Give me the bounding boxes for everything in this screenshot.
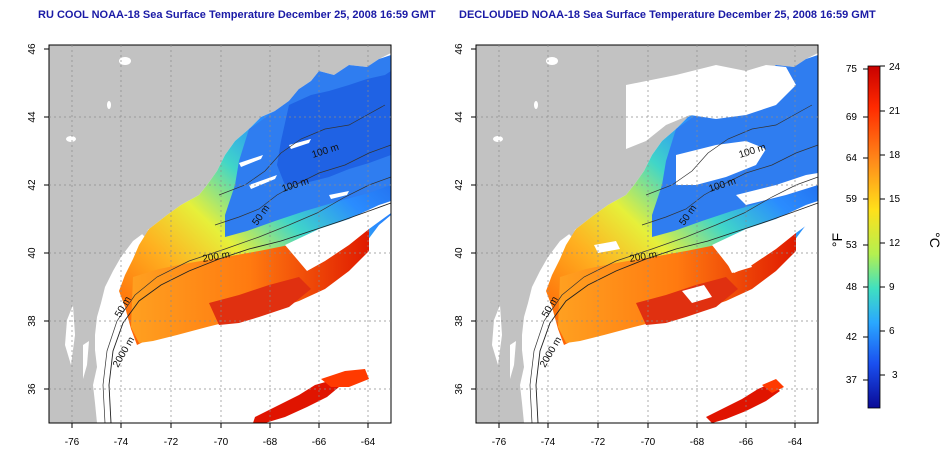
celsius-tick: 15 [889, 194, 901, 205]
fahrenheit-tick: 75 [846, 64, 858, 75]
celsius-tick: 3 [892, 370, 898, 381]
x-tick-label: -68 [690, 437, 705, 448]
fahrenheit-tick: 59 [846, 194, 858, 205]
sst-map-right [476, 45, 819, 424]
contour-label: 200 m [629, 249, 658, 265]
map-frame-left [48, 44, 392, 424]
x-tick-label: -76 [492, 437, 507, 448]
y-tick-label: 40 [27, 247, 38, 259]
fahrenheit-tick: 42 [846, 332, 858, 343]
celsius-tick: 6 [889, 326, 895, 337]
x-tick-label: -72 [591, 437, 606, 448]
y-axis-right: 36 38 40 42 44 46 [454, 43, 465, 395]
celsius-tick: 24 [889, 62, 901, 73]
fahrenheit-tick: 53 [846, 240, 858, 251]
contour-label: 200 m [202, 249, 231, 265]
temperature-colorbar: 75 69 64 59 53 48 42 37 24 21 18 15 12 9… [829, 62, 943, 409]
celsius-tick: 21 [889, 106, 901, 117]
x-axis-right: -76 -74 -72 -70 -68 -66 -64 [492, 437, 803, 448]
fahrenheit-tick: 64 [846, 153, 858, 164]
x-axis-left: -76 -74 -72 -70 -68 -66 -64 [65, 437, 376, 448]
x-tick-label: -70 [214, 437, 229, 448]
x-tick-label: -64 [361, 437, 376, 448]
fahrenheit-tick: 69 [846, 112, 858, 123]
x-tick-label: -70 [641, 437, 656, 448]
y-tick-label: 46 [454, 43, 465, 55]
fahrenheit-unit-label: °F [829, 233, 845, 247]
celsius-tick: 9 [889, 282, 895, 293]
celsius-tick: 12 [889, 238, 901, 249]
y-axis-left: 36 38 40 42 44 46 [27, 43, 38, 395]
y-tick-label: 36 [27, 383, 38, 395]
map-title-right: DECLOUDED NOAA-18 Sea Surface Temperatur… [459, 9, 876, 21]
y-tick-label: 38 [454, 315, 465, 327]
y-tick-label: 46 [27, 43, 38, 55]
x-tick-label: -74 [541, 437, 556, 448]
map-title-left: RU COOL NOAA-18 Sea Surface Temperature … [38, 9, 436, 21]
celsius-tick: 18 [889, 150, 901, 161]
celsius-unit-label: °C [927, 232, 943, 248]
y-tick-label: 44 [27, 111, 38, 123]
y-tick-label: 44 [454, 111, 465, 123]
fahrenheit-tick: 48 [846, 282, 858, 293]
x-tick-label: -66 [739, 437, 754, 448]
x-tick-label: -76 [65, 437, 80, 448]
x-tick-label: -74 [114, 437, 129, 448]
x-tick-label: -64 [788, 437, 803, 448]
x-tick-label: -66 [312, 437, 327, 448]
x-tick-label: -68 [263, 437, 278, 448]
map-frame-right [475, 44, 819, 424]
y-tick-label: 36 [454, 383, 465, 395]
y-tick-label: 42 [454, 179, 465, 191]
x-tick-label: -72 [164, 437, 179, 448]
sst-map-left [49, 45, 392, 424]
y-tick-label: 40 [454, 247, 465, 259]
y-tick-label: 42 [27, 179, 38, 191]
y-tick-label: 38 [27, 315, 38, 327]
fahrenheit-tick: 37 [846, 375, 858, 386]
